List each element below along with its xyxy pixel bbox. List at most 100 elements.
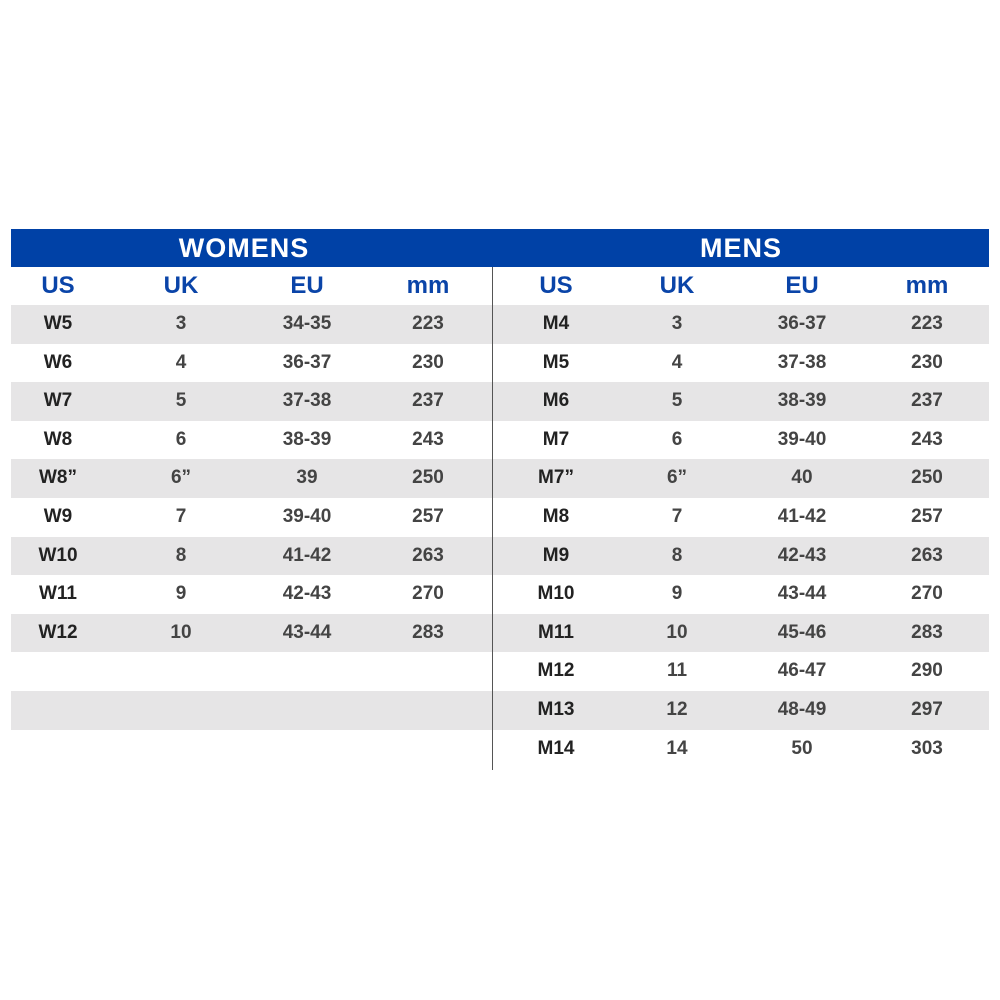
womens-us-cell: W10 [38,544,78,566]
table-row: W7 5 37-38 237 M6 5 38-39 237 [11,382,989,421]
mens-mm-cell: 263 [911,544,943,566]
mens-uk-cell: 3 [671,313,683,334]
womens-eu-cell: 39 [296,467,318,489]
mens-eu-cell: 48-49 [777,699,827,720]
mens-mm-cell: 237 [911,390,943,412]
womens-uk-cell: 5 [175,390,187,412]
mens-uk-cell: 6” [666,467,688,489]
womens-header-eu: EU [290,272,324,299]
table-row: W11 9 42-43 270 M10 9 43-44 270 [11,575,989,614]
mens-mm-cell: 223 [911,313,943,334]
mens-eu-cell: 41-42 [777,506,827,527]
mens-us-cell: M11 [538,621,574,643]
mens-mm-cell: 290 [911,660,943,682]
mens-eu-cell: 36-37 [777,313,827,334]
mens-eu-cell: 37-38 [777,351,827,373]
mens-eu-cell: 42-43 [777,544,827,566]
table-row: W8 6 38-39 243 M7 6 39-40 243 [11,421,989,460]
column-headers: US UK EU mm US UK EU mm [0,267,1000,305]
mens-uk-cell: 4 [671,351,683,373]
mens-uk-cell: 12 [666,699,688,720]
table-row: W6 4 36-37 230 M5 4 37-38 230 [11,344,989,383]
mens-us-cell: M7 [542,428,570,450]
womens-header-us: US [41,272,75,299]
mens-uk-cell: 10 [666,621,688,643]
mens-eu-cell: 40 [791,467,813,489]
womens-uk-cell: 6” [170,467,192,489]
table-row: M13 12 48-49 297 [11,691,989,730]
mens-mm-cell: 250 [911,467,943,489]
womens-uk-cell: 4 [175,351,187,373]
womens-header-mm: mm [406,272,450,299]
mens-header-eu: EU [785,272,819,299]
mens-us-cell: M14 [537,737,575,759]
table-row: M14 14 50 303 [11,730,989,769]
mens-us-cell: M12 [537,660,575,682]
mens-uk-cell: 7 [671,506,683,527]
mens-us-cell: M6 [542,390,570,412]
mens-header-us: US [539,272,573,299]
mens-mm-cell: 230 [911,351,943,373]
womens-header-uk: UK [163,272,199,299]
mens-mm-cell: 303 [911,737,943,759]
mens-eu-cell: 39-40 [777,428,827,450]
womens-mm-cell: 237 [412,390,444,412]
mens-us-cell: M5 [542,351,570,373]
womens-us-cell: W5 [43,313,73,334]
womens-us-cell: W12 [38,621,78,643]
mens-eu-cell: 45-46 [777,621,827,643]
column-divider [492,267,493,770]
mens-us-cell: M9 [542,544,570,566]
mens-uk-cell: 11 [666,660,688,682]
table-row: W5 3 34-35 223 M4 3 36-37 223 [11,305,989,344]
table-row: W8” 6” 39 250 M7” 6” 40 250 [11,459,989,498]
mens-mm-cell: 243 [911,428,943,450]
womens-title: WOMENS [178,233,310,263]
mens-uk-cell: 9 [671,583,683,605]
womens-uk-cell: 8 [175,544,187,566]
womens-eu-cell: 37-38 [282,390,332,412]
table-row: M12 11 46-47 290 [11,652,989,691]
table-row: W9 7 39-40 257 M8 7 41-42 257 [11,498,989,537]
womens-us-cell: W11 [38,583,78,605]
mens-eu-cell: 43-44 [777,583,827,605]
mens-us-cell: M4 [542,313,570,334]
womens-eu-cell: 43-44 [282,621,332,643]
womens-mm-cell: 223 [412,313,444,334]
womens-uk-cell: 6 [175,428,187,450]
womens-us-cell: W6 [43,351,73,373]
womens-us-cell: W8 [43,428,73,450]
mens-mm-cell: 270 [911,583,943,605]
womens-eu-cell: 42-43 [282,583,332,605]
womens-uk-cell: 3 [175,313,187,334]
womens-us-cell: W7 [43,390,73,412]
womens-eu-cell: 34-35 [282,313,332,334]
mens-eu-cell: 38-39 [777,390,827,412]
womens-mm-cell: 243 [412,428,444,450]
mens-us-cell: M10 [537,583,575,605]
mens-mm-cell: 283 [911,621,943,643]
mens-eu-cell: 50 [791,737,813,759]
womens-uk-cell: 7 [175,506,187,527]
womens-mm-cell: 230 [412,351,444,373]
womens-mm-cell: 283 [412,621,444,643]
womens-mm-cell: 270 [412,583,444,605]
mens-mm-cell: 257 [911,506,943,527]
womens-eu-cell: 41-42 [282,544,332,566]
mens-us-cell: M8 [542,506,570,527]
mens-uk-cell: 14 [666,737,688,759]
womens-eu-cell: 38-39 [282,428,332,450]
womens-us-cell: W8” [39,467,77,489]
womens-eu-cell: 39-40 [282,506,332,527]
womens-us-cell: W9 [43,506,73,527]
mens-title: MENS [699,233,783,263]
mens-uk-cell: 6 [671,428,683,450]
mens-uk-cell: 8 [671,544,683,566]
mens-us-cell: M7” [538,467,574,489]
womens-mm-cell: 263 [412,544,444,566]
womens-mm-cell: 257 [412,506,444,527]
womens-eu-cell: 36-37 [282,351,332,373]
mens-us-cell: M13 [537,699,575,720]
mens-mm-cell: 297 [911,699,943,720]
table-row: W12 10 43-44 283 M11 10 45-46 283 [11,613,989,653]
